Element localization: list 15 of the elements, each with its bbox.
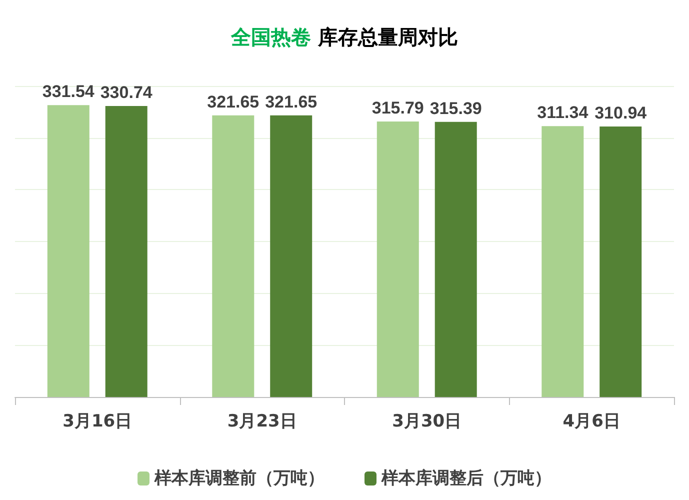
data-label: 311.34	[537, 103, 589, 122]
x-tick-label: 3月23日	[227, 412, 297, 432]
data-label: 310.94	[594, 103, 648, 122]
legend-label: 样本库调整后（万吨）	[380, 468, 552, 488]
legend-label: 样本库调整前（万吨）	[154, 468, 324, 488]
chart-title: 全国热卷 库存总量周对比	[230, 25, 458, 49]
data-label: 331.54	[42, 82, 95, 102]
x-tick-label: 3月16日	[62, 412, 132, 432]
x-tick-label: 3月30日	[392, 412, 462, 432]
data-label: 330.74	[100, 82, 153, 102]
data-label: 321.65	[265, 92, 318, 112]
x-tick-label: 4月6日	[562, 412, 620, 432]
data-label: 321.65	[207, 92, 260, 112]
data-label: 315.79	[372, 98, 424, 118]
data-label: 315.39	[430, 98, 482, 118]
